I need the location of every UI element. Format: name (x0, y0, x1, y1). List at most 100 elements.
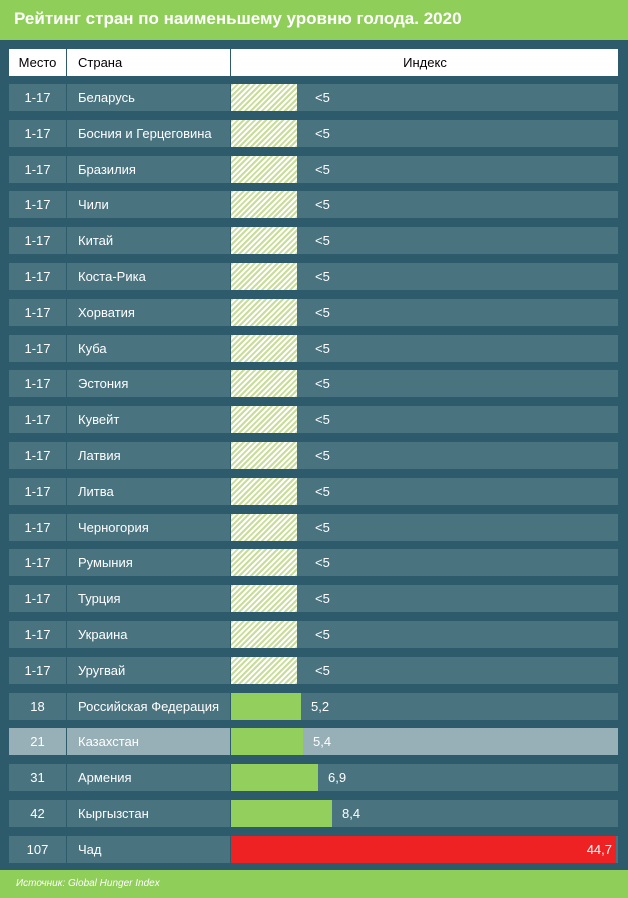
bar-Бразилия (231, 156, 297, 183)
data-label: <5 (315, 627, 330, 642)
bar-Латвия (231, 442, 297, 469)
country-cell: Румыния (67, 549, 230, 576)
data-label: <5 (315, 484, 330, 499)
chart-title: Рейтинг стран по наименьшему уровню голо… (14, 9, 462, 28)
index-cell: 8,4 (231, 800, 618, 827)
rank-cell: 1-17 (9, 299, 66, 326)
rank-cell: 1-17 (9, 191, 66, 218)
rank-cell: 1-17 (9, 657, 66, 684)
country-cell: Литва (67, 478, 230, 505)
data-label: <5 (315, 412, 330, 427)
data-label: <5 (315, 520, 330, 535)
country-cell: Чад (67, 836, 230, 863)
rank-cell: 1-17 (9, 263, 66, 290)
index-cell: <5 (231, 585, 618, 612)
index-cell: <5 (231, 549, 618, 576)
data-label: <5 (315, 162, 330, 177)
index-cell: <5 (231, 156, 618, 183)
index-cell: <5 (231, 84, 618, 111)
table-row: 31 Армения 6,9 (9, 764, 618, 791)
index-cell: 5,4 (231, 728, 618, 755)
header-index: Индекс (403, 55, 447, 70)
bar-Турция (231, 585, 297, 612)
data-label: <5 (315, 448, 330, 463)
title-bar: Рейтинг стран по наименьшему уровню голо… (0, 0, 628, 40)
data-label: 5,4 (313, 734, 332, 749)
bar-Кыргызстан (231, 800, 332, 827)
table-row: 42 Кыргызстан 8,4 (9, 800, 618, 827)
country-cell: Латвия (67, 442, 230, 469)
index-cell: 5,2 (231, 693, 618, 720)
data-label: <5 (315, 663, 330, 678)
rank-cell: 1-17 (9, 514, 66, 541)
country-cell: Кувейт (67, 406, 230, 433)
rank-cell: 1-17 (9, 585, 66, 612)
index-cell: <5 (231, 299, 618, 326)
table-row: 1-17 Литва <5 (9, 478, 618, 505)
bar-Чили (231, 191, 297, 218)
rank-cell: 1-17 (9, 406, 66, 433)
data-label: <5 (315, 555, 330, 570)
country-cell: Армения (67, 764, 230, 791)
bar-Черногория (231, 514, 297, 541)
country-cell: Кыргызстан (67, 800, 230, 827)
bar-Румыния (231, 549, 297, 576)
bar-Армения (231, 764, 318, 791)
table-row: 1-17 Турция <5 (9, 585, 618, 612)
bar-Украина (231, 621, 297, 648)
table-row: 1-17 Кувейт <5 (9, 406, 618, 433)
country-cell: Российская Федерация (67, 693, 230, 720)
country-cell: Эстония (67, 370, 230, 397)
table-row: 1-17 Китай <5 (9, 227, 618, 254)
table-header: Место Страна Индекс (9, 49, 618, 76)
index-cell: 44,7 (231, 836, 618, 863)
data-label: <5 (315, 341, 330, 356)
data-label: <5 (315, 591, 330, 606)
bar-Китай (231, 227, 297, 254)
index-cell: <5 (231, 478, 618, 505)
source-note: Источник: Global Hunger Index (16, 878, 160, 889)
data-label: <5 (315, 126, 330, 141)
bar-Литва (231, 478, 297, 505)
table-row: 1-17 Румыния <5 (9, 549, 618, 576)
table-row: 1-17 Куба <5 (9, 335, 618, 362)
data-label: <5 (315, 305, 330, 320)
table-row: 1-17 Бразилия <5 (9, 156, 618, 183)
table-row: 1-17 Черногория <5 (9, 514, 618, 541)
index-cell: <5 (231, 514, 618, 541)
index-cell: <5 (231, 191, 618, 218)
index-cell: <5 (231, 263, 618, 290)
table-row: 1-17 Латвия <5 (9, 442, 618, 469)
bar-Хорватия (231, 299, 297, 326)
data-label: 44,7 (586, 842, 612, 857)
country-cell: Турция (67, 585, 230, 612)
footer-bar: Источник: Global Hunger Index (0, 870, 628, 898)
data-label: 5,2 (311, 699, 330, 714)
country-cell: Китай (67, 227, 230, 254)
header-divider (230, 49, 231, 76)
header-rank: Место (18, 55, 57, 70)
country-cell: Бразилия (67, 156, 230, 183)
country-cell: Босния и Герцеговина (67, 120, 230, 147)
index-cell: <5 (231, 370, 618, 397)
rank-cell: 1-17 (9, 156, 66, 183)
bar-Коста-Рика (231, 263, 297, 290)
country-cell: Уругвай (67, 657, 230, 684)
data-label: <5 (315, 269, 330, 284)
table-row: 21 Казахстан 5,4 (9, 728, 618, 755)
data-label: <5 (315, 376, 330, 391)
bar-Босния и Герцеговина (231, 120, 297, 147)
bar-Беларусь (231, 84, 297, 111)
table-row: 1-17 Коста-Рика <5 (9, 263, 618, 290)
data-label: <5 (315, 197, 330, 212)
rank-cell: 1-17 (9, 621, 66, 648)
index-cell: <5 (231, 335, 618, 362)
header-country: Страна (78, 55, 123, 70)
rank-cell: 1-17 (9, 549, 66, 576)
rank-cell: 1-17 (9, 120, 66, 147)
rank-cell: 21 (9, 728, 66, 755)
table-row: 1-17 Чили <5 (9, 191, 618, 218)
table-row: 18 Российская Федерация 5,2 (9, 693, 618, 720)
rank-cell: 1-17 (9, 227, 66, 254)
bar-Российская Федерация (231, 693, 301, 720)
